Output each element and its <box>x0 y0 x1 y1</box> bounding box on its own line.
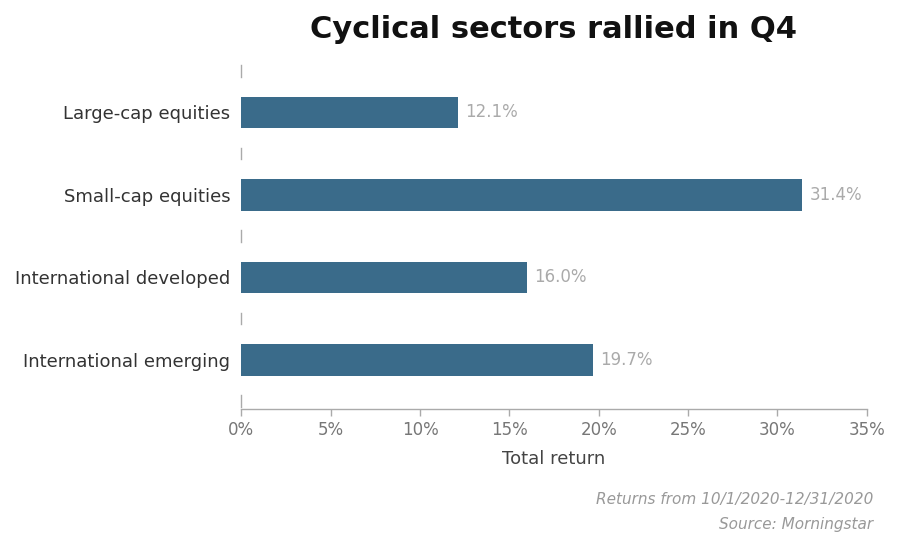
Bar <box>241 97 457 128</box>
Bar <box>241 179 802 211</box>
Bar <box>241 344 593 375</box>
Title: Cyclical sectors rallied in Q4: Cyclical sectors rallied in Q4 <box>310 15 797 44</box>
Text: 31.4%: 31.4% <box>809 186 862 204</box>
Text: 12.1%: 12.1% <box>464 104 518 121</box>
Text: 19.7%: 19.7% <box>600 351 652 369</box>
X-axis label: Total return: Total return <box>502 451 606 468</box>
Text: Source: Morningstar: Source: Morningstar <box>719 517 873 532</box>
Bar <box>241 262 527 293</box>
Text: 16.0%: 16.0% <box>535 268 587 286</box>
Text: Returns from 10/1/2020-12/31/2020: Returns from 10/1/2020-12/31/2020 <box>596 492 873 507</box>
